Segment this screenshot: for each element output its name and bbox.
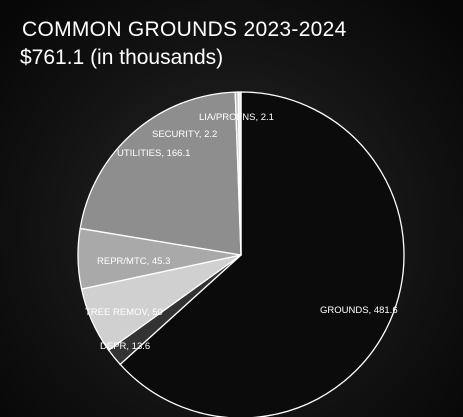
pie-slice-lia-profns — [237, 91, 242, 256]
data-label-utilities: UTILITIES, 166.1 — [117, 148, 190, 159]
pie-slice-utilities — [79, 91, 242, 256]
chart-title: COMMON GROUNDS 2023-2024 — [22, 18, 347, 41]
data-label-security: SECURITY, 2.2 — [152, 129, 217, 140]
pie-slice-grounds — [119, 91, 405, 417]
data-label-depr: DEPR, 13.6 — [100, 341, 150, 352]
chart-subtitle: $761.1 (in thousands) — [20, 46, 224, 69]
data-label-grounds: GROUNDS, 481.6 — [320, 305, 398, 316]
data-label-lia-profns: LIA/PROFNS, 2.1 — [199, 112, 274, 123]
data-label-repr-mtc: REPR/MTC, 45.3 — [97, 256, 170, 267]
data-label-tree-remov: TREE REMOV, 50 — [85, 307, 163, 318]
